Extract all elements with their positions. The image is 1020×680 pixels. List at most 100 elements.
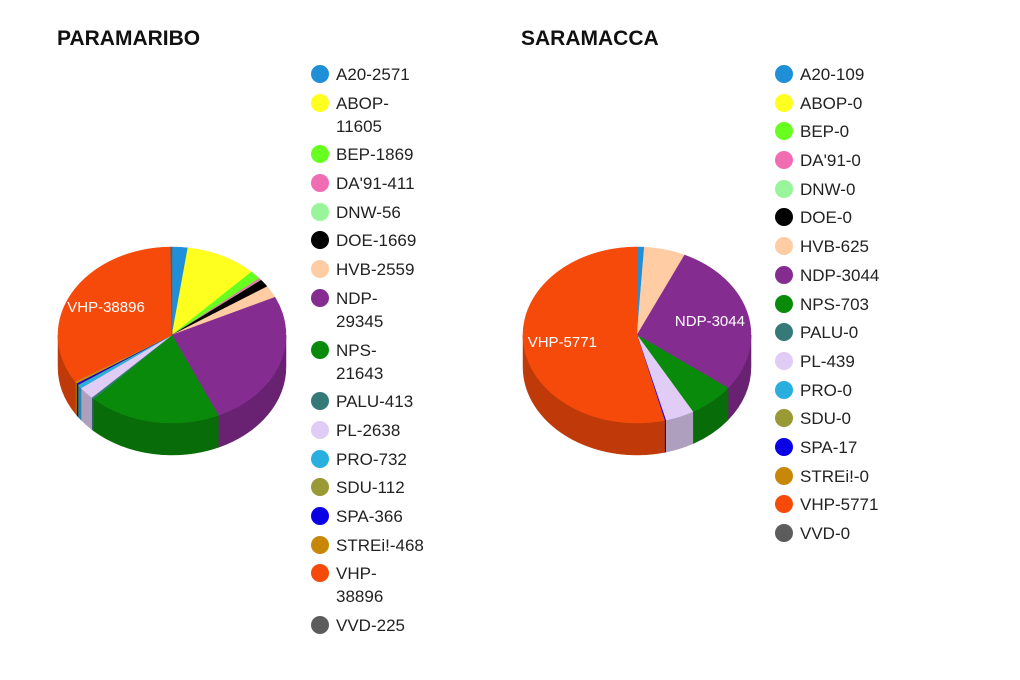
data-label-vhp-38896: VHP-38896 <box>67 299 145 316</box>
legend-item-da-91-411[interactable]: DA'91-411 <box>311 172 421 195</box>
legend-label: VHP-5771 <box>800 495 879 515</box>
legend-label: SDU-112 <box>336 478 405 498</box>
legend-swatch-icon <box>311 288 329 307</box>
legend-swatch-icon <box>311 420 329 439</box>
legend-swatch-icon <box>775 237 793 256</box>
legend-item-abop-11605[interactable]: ABOP-11605 <box>311 92 421 138</box>
legend-label: NDP-3044 <box>800 265 880 285</box>
legend-item-strei-468[interactable]: STREi!-468 <box>311 534 424 557</box>
legend-item-nps-21643[interactable]: NPS-21643 <box>311 339 421 385</box>
legend-label: STREi!-0 <box>800 466 869 486</box>
legend-label: DOE-0 <box>800 208 852 228</box>
legend-item-pro-0[interactable]: PRO-0 <box>775 379 905 402</box>
legend-swatch-icon <box>775 265 793 284</box>
legend-swatch-icon <box>775 93 793 112</box>
legend-item-pl-439[interactable]: PL-439 <box>775 350 905 373</box>
legend-label: VHP-38896 <box>336 564 384 607</box>
legend-item-spa-366[interactable]: SPA-366 <box>311 505 421 528</box>
legend-swatch-icon <box>311 340 329 359</box>
legend-label: DA'91-0 <box>800 151 861 171</box>
legend-label: ABOP-0 <box>800 93 863 113</box>
legend-item-bep-1869[interactable]: BEP-1869 <box>311 143 421 166</box>
legend-item-bep-0[interactable]: BEP-0 <box>775 120 905 143</box>
legend-item-nps-703[interactable]: NPS-703 <box>775 293 905 316</box>
legend-label: PALU-413 <box>336 392 414 412</box>
pie-chart-paramaribo: VHP-38896 <box>57 246 287 456</box>
legend-swatch-icon <box>311 449 329 468</box>
legend-label: VVD-0 <box>800 524 851 543</box>
legend-label: HVB-625 <box>800 237 869 257</box>
legend-swatch-icon <box>311 145 329 164</box>
pie-slice-ndp-3044[interactable] <box>636 254 752 389</box>
chart-title-saramacca: SARAMACCA <box>521 27 659 50</box>
legend-label: DNW-0 <box>800 179 856 199</box>
legend-item-a20-2571[interactable]: A20-2571 <box>311 63 421 86</box>
legend-item-hvb-625[interactable]: HVB-625 <box>775 235 905 258</box>
legend-item-vhp-38896[interactable]: VHP-38896 <box>311 562 421 608</box>
legend-label: NDP-29345 <box>336 288 384 331</box>
legend-item-vvd-0[interactable]: VVD-0 <box>775 522 905 545</box>
legend-item-spa-17[interactable]: SPA-17 <box>775 436 905 459</box>
legend-saramacca: A20-109 ABOP-0 BEP-0 DA'91-0 DNW-0 DOE-0 HVB-6… <box>775 63 905 551</box>
legend-item-dnw-0[interactable]: DNW-0 <box>775 178 905 201</box>
legend-item-strei-0[interactable]: STREi!-0 <box>775 465 905 488</box>
legend-item-doe-1669[interactable]: DOE-1669 <box>311 229 421 252</box>
legend-item-ndp-29345[interactable]: NDP-29345 <box>311 287 421 333</box>
legend-label: BEP-0 <box>800 122 850 142</box>
data-label-ndp-3044: NDP-3044 <box>675 313 745 330</box>
data-label-vhp-5771: VHP-5771 <box>528 334 597 351</box>
legend-item-dnw-56[interactable]: DNW-56 <box>311 201 421 224</box>
legend-swatch-icon <box>311 478 329 497</box>
legend-label: HVB-2559 <box>336 260 415 280</box>
legend-label: A20-109 <box>800 65 865 84</box>
legend-item-palu-413[interactable]: PALU-413 <box>311 390 421 413</box>
pie-slice-vhp-5771[interactable] <box>522 246 665 424</box>
legend-label: PL-439 <box>800 351 855 371</box>
legend-swatch-icon <box>775 380 793 399</box>
legend-swatch-icon <box>775 294 793 313</box>
legend-swatch-icon <box>775 495 793 514</box>
pie-slice-vhp-38896[interactable] <box>57 246 173 382</box>
legend-label: NPS-703 <box>800 294 869 314</box>
legend-item-hvb-2559[interactable]: HVB-2559 <box>311 258 421 281</box>
legend-swatch-icon <box>775 323 793 342</box>
legend-paramaribo: A20-2571 ABOP-11605 BEP-1869 DA'91-411 DNW-5… <box>311 63 424 643</box>
legend-label: A20-2571 <box>336 65 410 84</box>
pie-slice-abop-11605[interactable] <box>171 247 252 336</box>
legend-swatch-icon <box>311 260 329 279</box>
legend-swatch-icon <box>775 208 793 227</box>
legend-swatch-icon <box>775 466 793 485</box>
pie-slice-vvd-225[interactable] <box>170 246 173 336</box>
pie-sides <box>522 334 752 456</box>
legend-swatch-icon <box>311 65 329 83</box>
legend-item-palu-0[interactable]: PALU-0 <box>775 321 905 344</box>
legend-item-sdu-0[interactable]: SDU-0 <box>775 407 905 430</box>
legend-label: DNW-56 <box>336 202 401 222</box>
legend-swatch-icon <box>775 122 793 141</box>
legend-swatch-icon <box>311 506 329 525</box>
legend-label: SPA-17 <box>800 437 858 457</box>
legend-swatch-icon <box>311 93 329 112</box>
legend-item-vhp-5771[interactable]: VHP-5771 <box>775 493 905 516</box>
legend-swatch-icon <box>311 392 329 411</box>
pie-slice-nps-21643[interactable] <box>93 334 219 424</box>
legend-item-pro-732[interactable]: PRO-732 <box>311 448 421 471</box>
legend-swatch-icon <box>311 231 329 250</box>
legend-item-ndp-3044[interactable]: NDP-3044 <box>775 264 905 287</box>
legend-item-da-91-0[interactable]: DA'91-0 <box>775 149 905 172</box>
legend-swatch-icon <box>775 409 793 428</box>
legend-item-a20-109[interactable]: A20-109 <box>775 63 905 86</box>
legend-item-abop-0[interactable]: ABOP-0 <box>775 92 905 115</box>
legend-item-doe-0[interactable]: DOE-0 <box>775 206 905 229</box>
legend-item-sdu-112[interactable]: SDU-112 <box>311 476 421 499</box>
pie-slice-ndp-29345[interactable] <box>171 296 287 416</box>
legend-label: VVD-225 <box>336 616 405 635</box>
legend-item-vvd-225[interactable]: VVD-225 <box>311 614 421 637</box>
legend-label: STREi!-468 <box>336 535 424 555</box>
legend-label: PL-2638 <box>336 420 401 440</box>
legend-swatch-icon <box>311 564 329 583</box>
pie-chart-saramacca: NDP-3044 VHP-5771 <box>522 246 752 456</box>
legend-swatch-icon <box>775 65 793 83</box>
legend-item-pl-2638[interactable]: PL-2638 <box>311 419 421 442</box>
legend-label: PALU-0 <box>800 323 859 343</box>
